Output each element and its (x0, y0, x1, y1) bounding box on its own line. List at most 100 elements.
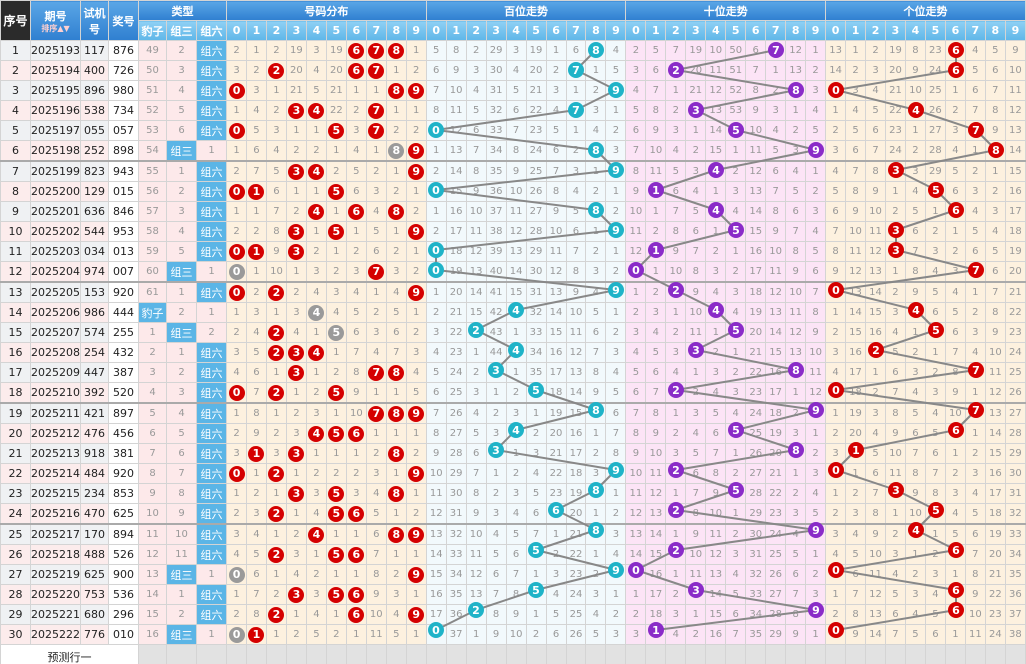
ge-cell: 4 (825, 160, 847, 182)
predict-cell[interactable] (904, 644, 926, 664)
bai-cell: 1 (565, 80, 587, 101)
predict-cell[interactable] (166, 644, 197, 664)
predict-cell[interactable] (405, 644, 427, 664)
ge-cell: 10 (865, 201, 886, 222)
row-number: 28 (0, 584, 31, 605)
bai-cell: 11 (465, 221, 487, 242)
predict-cell[interactable] (1004, 644, 1026, 664)
type-cell: 组六 (195, 544, 228, 565)
type-cell: 8 (138, 463, 167, 484)
draw-number: 897 (108, 402, 139, 424)
predict-cell[interactable] (984, 644, 1006, 664)
predict-cell[interactable] (585, 644, 607, 664)
bai-cell: 4 (585, 120, 607, 141)
dist-cell: 1 (285, 120, 307, 141)
bai-cell: 36 (485, 181, 507, 202)
predict-cell[interactable] (385, 644, 407, 664)
bai-cell: 1 (605, 241, 627, 262)
bai-cell: 1 (505, 322, 527, 343)
ge-cell: 12 (1004, 100, 1026, 121)
predict-cell[interactable] (465, 644, 487, 664)
bai-cell: 6 (585, 322, 607, 343)
predict-cell[interactable] (285, 644, 307, 664)
predict-cell[interactable] (765, 644, 787, 664)
ge-cell: 2 (944, 463, 966, 484)
predict-cell[interactable] (445, 644, 467, 664)
predict-cell[interactable] (565, 644, 587, 664)
shi-cell: 11 (685, 322, 707, 343)
bai-cell: 5 (485, 544, 507, 565)
predict-cell[interactable] (845, 644, 867, 664)
shi-cell: 2 (645, 221, 667, 242)
predict-cell[interactable] (425, 644, 447, 664)
ge-cell: 5 (904, 624, 926, 645)
ge-cell: 5 (944, 523, 966, 545)
predict-cell[interactable] (265, 644, 287, 664)
predict-cell[interactable] (924, 644, 946, 664)
predict-cell[interactable] (785, 644, 807, 664)
ge-cell: 3 (885, 544, 906, 565)
shi-cell: 6 (785, 564, 807, 585)
row-number: 12 (0, 261, 31, 283)
shi-cell: 6 (625, 382, 647, 404)
predict-cell[interactable] (825, 644, 847, 664)
shi-cell: 3 (665, 443, 687, 464)
type-cell: 1 (166, 160, 197, 182)
shi-cell: 10 (805, 342, 827, 363)
bai-cell: 24 (565, 584, 587, 605)
shi-cell: 29 (765, 624, 787, 645)
predict-cell[interactable] (805, 644, 827, 664)
ge-cell: 8 (924, 483, 946, 504)
row-number: 2 (0, 60, 31, 81)
predict-cell[interactable] (525, 644, 547, 664)
dist-cell: 21 (285, 80, 307, 101)
col-header-issue[interactable]: 期号 排序▲▼ (30, 0, 81, 41)
bai-cell: 11 (505, 201, 527, 222)
dist-cell: 2 (285, 140, 307, 162)
dist-cell: 5 (325, 423, 347, 444)
predict-cell[interactable] (885, 644, 906, 664)
predict-cell[interactable] (944, 644, 966, 664)
predict-cell[interactable] (725, 644, 747, 664)
predict-cell[interactable] (485, 644, 507, 664)
shi-cell: 2 (665, 322, 687, 343)
dist-ball: 5 (328, 223, 345, 240)
predict-cell[interactable] (685, 644, 707, 664)
sort-button[interactable]: 排序▲▼ (32, 24, 80, 33)
shi-cell: 7 (765, 181, 787, 202)
predict-cell[interactable] (325, 644, 347, 664)
predict-cell[interactable] (505, 644, 527, 664)
predict-cell[interactable] (865, 644, 886, 664)
dist-cell: 9 (265, 241, 287, 262)
predict-cell[interactable] (226, 644, 247, 664)
dist-cell: 4 (226, 362, 247, 383)
predict-cell[interactable] (195, 644, 228, 664)
draw-number: 734 (108, 100, 139, 121)
predict-cell[interactable] (625, 644, 647, 664)
predict-cell[interactable] (365, 644, 387, 664)
predict-cell[interactable] (305, 644, 327, 664)
predict-cell[interactable] (345, 644, 367, 664)
predict-cell[interactable] (138, 644, 167, 664)
predict-cell[interactable] (605, 644, 627, 664)
ge-cell: 8 (904, 40, 926, 61)
shi-cell: 13 (705, 100, 727, 121)
trial-number: 252 (80, 140, 109, 162)
col-header-dist-digit: 5 (325, 20, 347, 41)
dist-cell: 0 (226, 281, 247, 303)
ge-cell: 13 (865, 261, 886, 283)
predict-cell[interactable] (246, 644, 267, 664)
ge-cell: 5 (924, 604, 946, 625)
trial-number: 625 (80, 564, 109, 585)
predict-cell[interactable] (745, 644, 767, 664)
predict-cell[interactable] (545, 644, 567, 664)
ge-cell: 10 (885, 443, 906, 464)
predict-cell[interactable] (705, 644, 727, 664)
predict-cell[interactable] (665, 644, 687, 664)
dist-cell: 21 (325, 80, 347, 101)
ge-cell: 4 (964, 201, 986, 222)
shi-cell: 3 (805, 463, 827, 484)
predict-cell[interactable] (645, 644, 667, 664)
col-header-dist-digit: 1 (246, 20, 267, 41)
predict-cell[interactable] (964, 644, 986, 664)
